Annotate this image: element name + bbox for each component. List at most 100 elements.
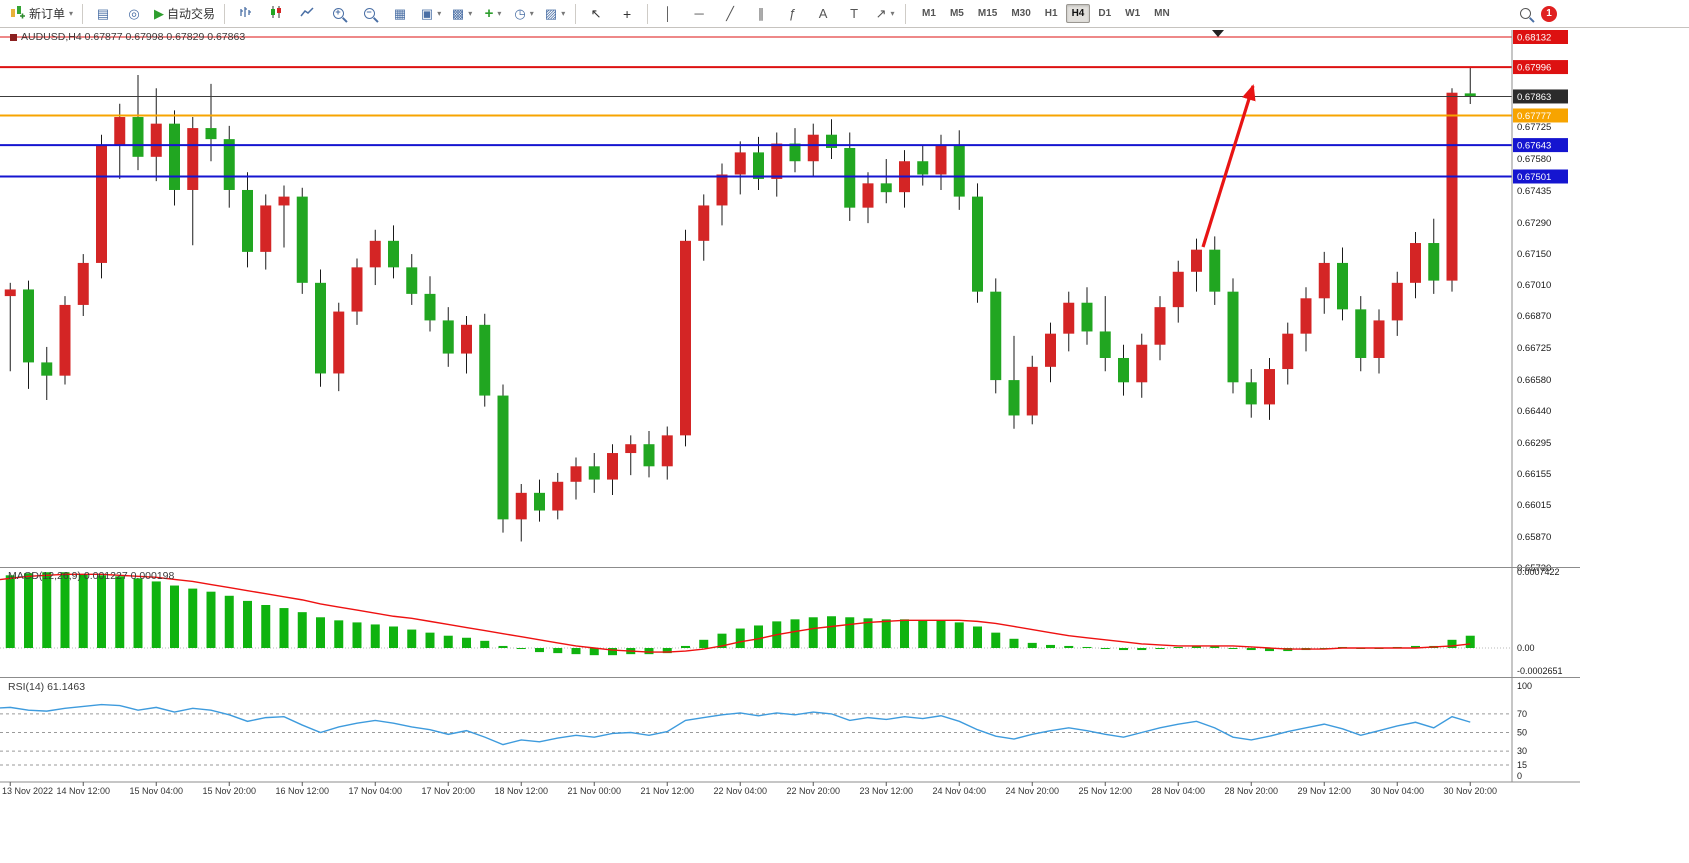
text-label-button[interactable]: T [839, 2, 869, 26]
text-button[interactable]: A [808, 2, 838, 26]
candle-body [1026, 366, 1038, 416]
macd-histogram-bar [5, 575, 15, 648]
candle-body [1337, 262, 1348, 310]
channel-icon: ∥ [757, 6, 765, 21]
zoom-in-icon: + [332, 8, 344, 19]
timeframe-m30-button[interactable]: M30 [1011, 8, 1031, 19]
trend-arrow-annotation[interactable] [1201, 84, 1256, 248]
chart-ohlc-header: AUDUSD,H4 0.67877 0.67998 0.67829 0.6786… [10, 31, 245, 43]
timeframe-d1-button[interactable]: D1 [1098, 8, 1112, 19]
candle-body [570, 466, 582, 482]
data-window-button[interactable]: ◎ [119, 2, 149, 26]
candle-body [132, 117, 144, 157]
chevron-down-icon: ▾ [890, 9, 895, 18]
notification-badge[interactable]: 1 [1541, 5, 1557, 22]
crosshair-button[interactable]: + [612, 2, 642, 26]
candlestick-chart-button[interactable] [261, 2, 291, 26]
channel-button[interactable]: ∥ [746, 2, 776, 26]
vertical-line-button[interactable]: │ [653, 2, 683, 26]
candle-body [1063, 302, 1075, 334]
timeframe-h4-button[interactable]: H4 [1065, 4, 1091, 23]
cursor-button[interactable]: ↖ [581, 2, 611, 26]
chart-shift-marker[interactable] [1212, 30, 1224, 37]
macd-histogram-bar [480, 640, 490, 648]
candle-body [1410, 243, 1421, 283]
price-level-badge [1513, 138, 1568, 153]
indicators-button[interactable]: + ▾ [478, 2, 508, 26]
horizontal-line-icon: ─ [694, 6, 704, 21]
new-order-button[interactable]: 新订单 ▾ [6, 2, 77, 26]
candle-body [388, 240, 399, 268]
candle-body [1209, 249, 1221, 292]
zoom-in-button[interactable]: + [323, 2, 353, 26]
candle-body [187, 128, 199, 190]
arrows-button[interactable]: ↗ ▾ [870, 2, 900, 26]
candle-body [789, 143, 801, 162]
charts-stack-button[interactable]: ▤ [88, 2, 118, 26]
candle-body [953, 145, 965, 197]
macd-histogram-bar [681, 645, 690, 648]
macd-histogram-bar [991, 632, 1001, 648]
bar-chart-button[interactable] [230, 2, 260, 26]
candle-body [880, 183, 892, 193]
candle-body [680, 240, 691, 436]
price-level-badge-text: 0.67863 [1517, 92, 1551, 103]
horizontal-line-button[interactable]: ─ [684, 2, 714, 26]
fibonacci-button[interactable]: ƒ [777, 2, 807, 26]
candle-body [935, 145, 947, 175]
timeframe-w1-button[interactable]: W1 [1125, 8, 1141, 19]
candle-body [661, 435, 673, 467]
tile-windows-button[interactable]: ▦ [385, 2, 415, 26]
crosshair-icon: + [622, 5, 632, 22]
chevron-down-icon: ▾ [437, 9, 442, 18]
price-level-badge [1513, 89, 1568, 104]
time-axis-label: 18 Nov 12:00 [494, 786, 548, 796]
price-level-badge-text: 0.68132 [1517, 33, 1551, 44]
timeframe-mn-button[interactable]: MN [1154, 8, 1170, 19]
macd-histogram-bar [1064, 645, 1074, 648]
zoom-out-button[interactable]: − [354, 2, 384, 26]
price-level-badge-text: 0.67777 [1517, 111, 1551, 122]
profiles-button[interactable]: ▩ ▾ [447, 2, 477, 26]
candle-body [424, 293, 436, 321]
macd-histogram-bar [1027, 642, 1037, 648]
trendline-button[interactable]: ╱ [715, 2, 745, 26]
price-axis-label: 0.67010 [1517, 280, 1551, 291]
macd-histogram-bar [261, 604, 271, 648]
search-button[interactable] [1510, 2, 1540, 26]
price-axis-label: 0.66440 [1517, 406, 1551, 417]
text-label-icon: T [850, 6, 859, 21]
line-chart-button[interactable] [292, 2, 322, 26]
time-axis-label: 25 Nov 12:00 [1078, 786, 1132, 796]
timeframe-group: M1 M5 M15 M30 H1 H4 D1 W1 MN [915, 4, 1177, 23]
price-axis-label: 0.66155 [1517, 469, 1551, 480]
macd-histogram-bar [1246, 648, 1256, 651]
new-order-label: 新订单 [29, 7, 66, 21]
toolbar-separator [224, 3, 226, 24]
periods-button[interactable]: ◷ ▾ [509, 2, 539, 26]
candle-body [1154, 307, 1166, 345]
timeframe-m5-button[interactable]: M5 [949, 8, 964, 19]
add-indicator-icon: + [484, 5, 494, 22]
timeframe-m15-button[interactable]: M15 [977, 8, 998, 19]
candle-body [534, 492, 545, 511]
candle-body [1264, 369, 1275, 405]
candle-body [41, 362, 53, 376]
candle-body [917, 161, 929, 175]
time-axis-label: 17 Nov 20:00 [421, 786, 475, 796]
cursor-icon: ↖ [590, 6, 602, 21]
macd-histogram-bar [1411, 645, 1420, 648]
timeframe-h1-button[interactable]: H1 [1044, 8, 1058, 19]
macd-histogram-bar [498, 645, 508, 648]
rsi-axis-label: 0 [1517, 771, 1522, 781]
candle-body [1391, 282, 1403, 321]
candle-body [296, 196, 308, 283]
price-level-badge-text: 0.67501 [1517, 172, 1551, 183]
templates-button[interactable]: ▨ ▾ [540, 2, 570, 26]
candle-body [23, 289, 34, 363]
macd-histogram-bar [973, 626, 982, 648]
timeframe-m1-button[interactable]: M1 [922, 8, 936, 19]
search-icon [1519, 8, 1531, 19]
new-chart-button[interactable]: ▣ ▾ [416, 2, 446, 26]
auto-trading-button[interactable]: ▶ 自动交易 [150, 2, 219, 26]
